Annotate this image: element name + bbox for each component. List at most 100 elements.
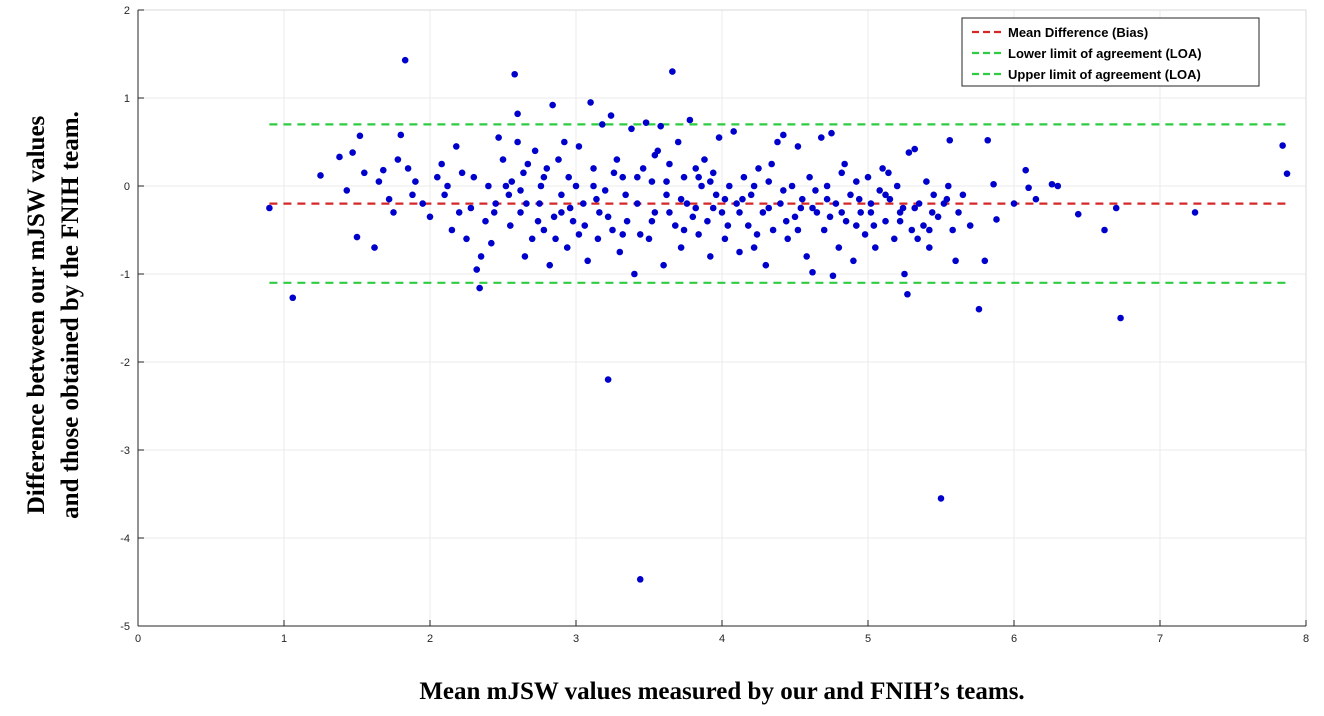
data-point bbox=[937, 495, 945, 502]
data-point bbox=[975, 305, 983, 313]
data-point bbox=[561, 138, 568, 146]
data-point bbox=[1054, 182, 1062, 190]
data-point bbox=[485, 182, 492, 190]
data-point bbox=[707, 253, 714, 260]
data-point bbox=[695, 173, 702, 181]
data-point bbox=[784, 235, 791, 243]
data-point bbox=[934, 213, 942, 221]
data-point bbox=[928, 209, 936, 216]
data-point bbox=[747, 191, 755, 199]
y-tick-label: -3 bbox=[120, 445, 130, 457]
y-tick-label: -1 bbox=[120, 269, 130, 281]
data-point bbox=[470, 173, 478, 181]
data-point bbox=[353, 233, 361, 241]
scatter-points bbox=[266, 56, 1291, 583]
data-point bbox=[666, 160, 673, 168]
data-point bbox=[671, 222, 679, 229]
data-point bbox=[677, 195, 685, 203]
data-point bbox=[709, 169, 717, 177]
data-point bbox=[581, 222, 589, 229]
data-point bbox=[336, 153, 343, 161]
data-point bbox=[861, 231, 869, 238]
data-point bbox=[534, 217, 542, 225]
data-point bbox=[698, 182, 705, 190]
data-point bbox=[750, 244, 758, 251]
legend-label: Lower limit of agreement (LOA) bbox=[1008, 46, 1202, 61]
data-point bbox=[911, 204, 919, 212]
data-point bbox=[651, 209, 659, 216]
y-axis-label-line-1: Difference between our mJSW values bbox=[23, 115, 50, 514]
data-point bbox=[594, 235, 602, 243]
data-point bbox=[476, 284, 483, 292]
legend-box bbox=[961, 17, 1260, 87]
data-point bbox=[666, 209, 673, 216]
data-point bbox=[1022, 166, 1029, 174]
data-point bbox=[943, 195, 951, 203]
data-point bbox=[794, 226, 802, 234]
data-point bbox=[828, 129, 835, 137]
data-point bbox=[448, 226, 456, 234]
data-point bbox=[812, 187, 819, 194]
data-point bbox=[683, 200, 691, 207]
data-point bbox=[777, 200, 784, 207]
data-point bbox=[908, 226, 916, 234]
data-point bbox=[990, 180, 997, 188]
data-point bbox=[740, 173, 748, 181]
data-point bbox=[651, 151, 659, 159]
data-point bbox=[467, 204, 475, 212]
data-point bbox=[1112, 204, 1120, 212]
data-point bbox=[736, 209, 743, 216]
data-point bbox=[1117, 314, 1124, 322]
data-point bbox=[867, 200, 875, 207]
y-tick-label: -5 bbox=[120, 621, 130, 633]
x-tick-label: 3 bbox=[573, 633, 579, 645]
data-point bbox=[361, 169, 368, 177]
data-point bbox=[794, 143, 802, 150]
data-point bbox=[502, 182, 510, 190]
y-axis-label-line-2: and those obtained by the FNIH team. bbox=[57, 111, 84, 519]
data-point bbox=[634, 173, 641, 181]
data-point bbox=[726, 182, 733, 190]
data-point bbox=[872, 244, 879, 251]
y-tick-labels: 2 1 0 -1 -2 -3 -4 -5 bbox=[120, 5, 144, 633]
data-point bbox=[289, 294, 297, 302]
data-point bbox=[715, 134, 723, 141]
data-point bbox=[444, 182, 451, 190]
data-point bbox=[911, 145, 919, 153]
data-point bbox=[759, 209, 767, 216]
data-point bbox=[707, 178, 714, 185]
data-point bbox=[657, 122, 664, 130]
data-point bbox=[349, 149, 356, 156]
data-point bbox=[847, 191, 854, 199]
data-point bbox=[930, 191, 937, 199]
data-point bbox=[981, 257, 989, 265]
data-point bbox=[718, 209, 726, 216]
data-point bbox=[397, 131, 405, 139]
y-tick-label: -2 bbox=[120, 357, 130, 369]
data-point bbox=[669, 68, 676, 75]
data-point bbox=[817, 134, 825, 141]
data-point bbox=[550, 213, 558, 221]
data-point bbox=[832, 200, 840, 207]
data-point bbox=[914, 235, 921, 243]
data-point bbox=[920, 222, 927, 229]
data-point bbox=[356, 132, 364, 140]
data-point bbox=[537, 182, 545, 190]
data-point bbox=[601, 187, 609, 194]
data-point bbox=[565, 173, 572, 181]
data-point bbox=[966, 222, 974, 229]
data-point bbox=[610, 169, 618, 177]
data-point bbox=[1101, 226, 1108, 234]
data-point bbox=[926, 244, 933, 251]
data-point bbox=[642, 119, 650, 126]
data-point bbox=[463, 235, 470, 243]
data-point bbox=[680, 173, 688, 181]
x-tick-label: 7 bbox=[1157, 633, 1163, 645]
data-point bbox=[580, 200, 587, 207]
data-point bbox=[609, 226, 616, 234]
data-point bbox=[569, 217, 577, 225]
data-point bbox=[426, 213, 434, 221]
data-point bbox=[896, 217, 904, 225]
data-point bbox=[636, 576, 644, 583]
data-point bbox=[901, 270, 908, 278]
